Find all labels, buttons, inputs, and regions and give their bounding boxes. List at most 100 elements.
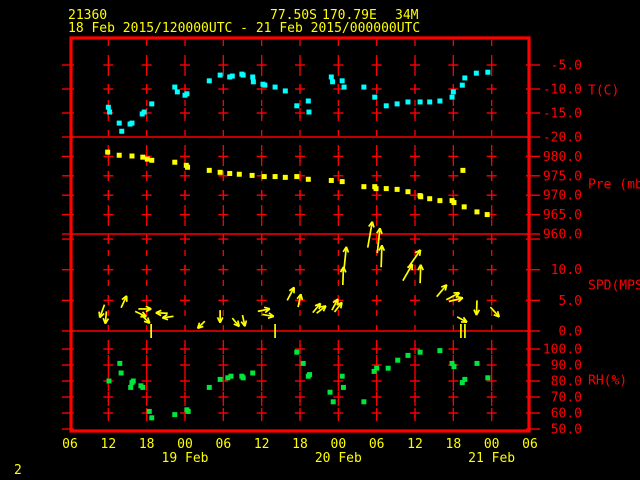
- wind-arrow: [366, 221, 374, 248]
- data-point: [385, 365, 391, 371]
- wind-arrow: [407, 249, 422, 269]
- wind-arrow-head: [332, 298, 339, 304]
- wind-arrow-head: [368, 221, 373, 228]
- data-point: [383, 103, 389, 109]
- y-tick-label: 5.0: [559, 294, 582, 309]
- wind-arrow: [297, 293, 302, 308]
- data-point: [372, 94, 378, 100]
- x-tick-label: 18: [446, 437, 462, 452]
- data-point: [149, 415, 155, 421]
- wind-arrow: [316, 305, 327, 314]
- data-point: [371, 368, 377, 374]
- data-point: [361, 84, 367, 90]
- data-point: [116, 152, 122, 158]
- data-point: [105, 149, 111, 155]
- y-tick-label: 70.0: [551, 391, 582, 406]
- data-point: [119, 128, 125, 134]
- station-id: 21360: [68, 8, 108, 23]
- wind-arrow: [257, 307, 271, 313]
- data-point: [227, 74, 233, 80]
- date-label: 20 Feb: [315, 451, 362, 466]
- data-point: [474, 209, 480, 215]
- data-point: [418, 194, 424, 200]
- data-point: [462, 376, 468, 382]
- wind-arrow: [445, 291, 460, 301]
- data-point: [240, 72, 246, 78]
- data-point: [374, 365, 380, 371]
- data-point: [361, 184, 367, 190]
- y-axis-labels: -5.0 -10.0 -15.0 -20.0 T(C) 980.0 975.0 970.0 96…: [543, 59, 640, 438]
- data-point: [451, 200, 457, 206]
- x-tick-label: 00: [331, 437, 347, 452]
- wind-arrows: [98, 221, 501, 338]
- data-point: [427, 196, 433, 202]
- wind-arrow: [475, 300, 478, 316]
- wind-arrow: [104, 311, 108, 324]
- y-tick-label: 50.0: [551, 423, 582, 438]
- data-point: [417, 99, 423, 105]
- data-point: [373, 186, 379, 192]
- data-point: [250, 79, 256, 85]
- data-point: [361, 399, 367, 405]
- data-point: [459, 82, 465, 88]
- wind-arrow: [120, 295, 128, 309]
- wind-arrow: [331, 298, 339, 311]
- wind-arrow-head: [146, 317, 151, 324]
- data-point: [437, 98, 443, 104]
- wind-arrow-head: [263, 306, 271, 310]
- x-tick-label: 06: [62, 437, 78, 452]
- data-point: [185, 164, 191, 170]
- data-point: [128, 384, 134, 390]
- data-point: [118, 370, 124, 376]
- data-point: [328, 74, 334, 80]
- data-point: [437, 198, 443, 204]
- data-point: [450, 89, 456, 95]
- data-point: [261, 174, 267, 180]
- data-point: [249, 172, 255, 178]
- wind-series: [98, 221, 501, 338]
- data-point: [282, 88, 288, 94]
- x-tick-label: 12: [254, 437, 270, 452]
- data-point: [405, 352, 411, 358]
- data-point: [459, 380, 465, 386]
- wind-arrow-head: [314, 302, 321, 307]
- y-tick-label: -10.0: [543, 83, 582, 98]
- data-point: [328, 177, 334, 183]
- data-point: [141, 109, 147, 115]
- wind-arrow-head: [462, 316, 468, 323]
- data-point: [129, 120, 135, 126]
- station-longitude: 170.79E: [322, 8, 377, 23]
- wind-arrow-head: [155, 312, 162, 317]
- y-axis-title: SPD(MPS): [588, 279, 640, 294]
- x-tick-label: 06: [369, 437, 385, 452]
- y-tick-label: 60.0: [551, 407, 582, 422]
- data-point: [427, 99, 433, 105]
- y-tick-label: 10.0: [551, 263, 582, 278]
- y-axis-title: T(C): [588, 84, 619, 99]
- data-point: [307, 372, 313, 378]
- wind-arrow-head: [376, 227, 381, 234]
- date-label: 19 Feb: [162, 451, 209, 466]
- wind-arrow: [448, 297, 464, 303]
- x-tick-label: 00: [484, 437, 500, 452]
- wind-arrow-head: [141, 311, 147, 318]
- data-point: [116, 120, 122, 126]
- data-point: [140, 384, 146, 390]
- x-axis-labels: 06 12 18 00 06 12 18 00 06 12 18 00 06 19 Feb 20 Feb 21…: [62, 437, 538, 466]
- wind-arrow-head: [339, 266, 345, 273]
- data-point: [305, 176, 311, 182]
- data-point: [206, 167, 212, 173]
- data-point: [227, 170, 233, 176]
- wind-arrow-head: [145, 305, 152, 310]
- wind-arrow: [419, 264, 422, 284]
- y-tick-label: 980.0: [543, 150, 582, 165]
- data-point: [217, 169, 223, 175]
- y-tick-label: 970.0: [543, 189, 582, 204]
- data-point: [485, 69, 491, 75]
- wind-arrow-head: [162, 317, 169, 321]
- data-point: [294, 174, 300, 180]
- wind-arrow: [376, 228, 381, 254]
